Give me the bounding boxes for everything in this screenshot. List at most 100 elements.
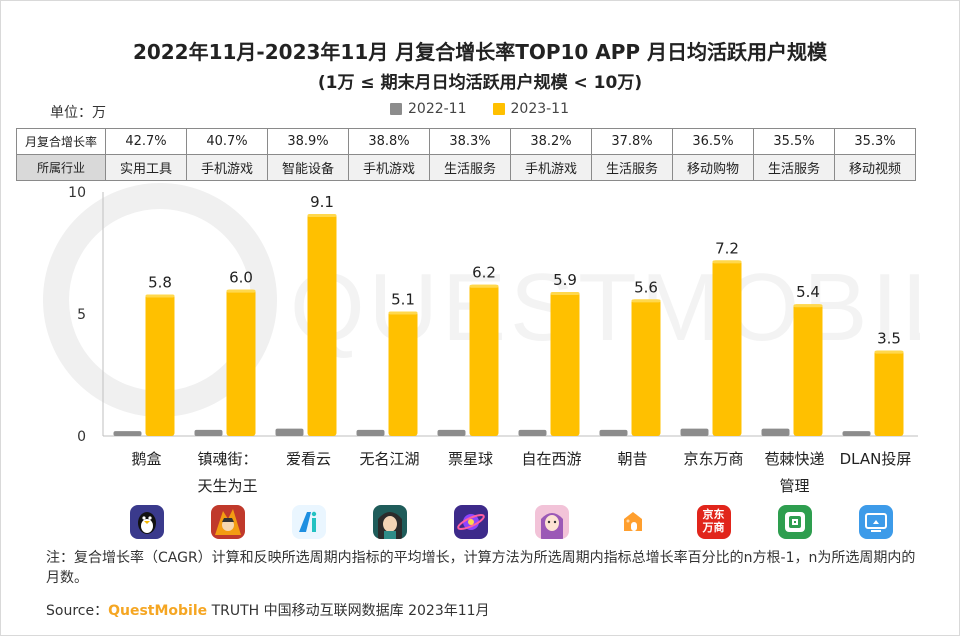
hero-icon	[210, 505, 245, 539]
legend-item-2022: 2022-11	[390, 101, 467, 117]
growth-rate-cell: 35.3%	[834, 128, 916, 155]
bar-2023	[793, 304, 823, 436]
x-category-line: DLAN投屏	[839, 450, 912, 468]
value-label: 5.6	[634, 278, 658, 296]
bar-2022	[599, 429, 628, 436]
growth-rate-header: 月复合增长率	[16, 128, 106, 155]
bar-2023	[550, 292, 580, 436]
growth-rate-cell: 37.8%	[591, 128, 673, 155]
x-category-line: 管理	[779, 477, 810, 495]
bar-2023	[631, 299, 661, 436]
planet-icon	[453, 505, 488, 539]
bar-2022	[194, 429, 223, 436]
value-label: 5.8	[148, 273, 172, 291]
unit-label: 单位：万	[50, 105, 106, 121]
penguin-icon	[129, 505, 164, 539]
growth-rate-cell: 40.7%	[186, 128, 268, 155]
value-label: 6.0	[229, 269, 253, 287]
industry-header: 所属行业	[16, 154, 106, 181]
y-tick-label: 0	[77, 429, 86, 445]
x-category-line: 无名江湖	[359, 450, 420, 468]
bar-2022	[680, 428, 709, 436]
bar-2023-highlight	[226, 289, 256, 293]
bar-2022	[275, 428, 304, 436]
growth-rate-cell: 36.5%	[672, 128, 754, 155]
bar-2023	[388, 311, 418, 436]
x-category-line: 朝昔	[617, 450, 648, 468]
source-brand: QuestMobile	[108, 603, 208, 619]
x-category-label: 票星球	[426, 446, 516, 473]
industry-cell: 手机游戏	[510, 154, 592, 181]
jd-icon-text: 京东 万商	[697, 508, 731, 534]
package-icon	[777, 505, 812, 539]
industry-cell: 生活服务	[429, 154, 511, 181]
x-category-line: 镇魂街：	[197, 450, 258, 468]
bar-2023-highlight	[145, 294, 175, 298]
value-label: 5.4	[796, 283, 820, 301]
x-category-label: 鹅盒	[102, 446, 192, 473]
bar-2023-highlight	[712, 260, 742, 264]
bar-2022	[356, 429, 385, 436]
bar-2023	[307, 213, 337, 436]
bar-2023-highlight	[550, 292, 580, 296]
chart-title: 2022年11月-2023年11月 月复合增长率TOP10 APP 月日均活跃用…	[132, 40, 828, 64]
value-label: 9.1	[310, 193, 334, 211]
x-category-label: 自在西游	[507, 446, 597, 473]
source-line: Source：QuestMobile TRUTH 中国移动互联网数据库 2023…	[46, 600, 490, 620]
industry-cell: 实用工具	[105, 154, 187, 181]
legend-label-2022: 2022-11	[408, 101, 467, 117]
girl-icon	[534, 505, 569, 539]
x-category-line: 苞棘快递	[764, 450, 825, 468]
value-label: 5.9	[553, 271, 577, 289]
industry-cell: 移动购物	[672, 154, 754, 181]
x-category-label: 苞棘快递 管理	[750, 446, 840, 500]
house-icon	[615, 505, 650, 539]
jd-icon-text-line: 万商	[702, 521, 725, 534]
bar-2023	[712, 260, 742, 436]
industry-cell: 移动视频	[834, 154, 916, 181]
legend-swatch-2022	[390, 103, 402, 115]
industry-cell: 手机游戏	[186, 154, 268, 181]
industry-cell: 手机游戏	[348, 154, 430, 181]
industry-row: 所属行业 实用工具 手机游戏 智能设备 手机游戏 生活服务 手机游戏 生活服务 …	[16, 154, 916, 181]
bar-2022	[437, 429, 466, 436]
footnote: 注：复合增长率（CAGR）计算和反映所选周期内指标的平均增长，计算方法为所选周期…	[46, 550, 916, 586]
x-category-line: 天生为王	[197, 477, 258, 495]
bar-2022	[518, 429, 547, 436]
bar-2023-highlight	[469, 284, 499, 288]
value-label: 6.2	[472, 264, 496, 282]
x-category-label: 无名江湖	[345, 446, 435, 473]
x-category-label: 爱看云	[264, 446, 354, 473]
x-category-line: 爱看云	[285, 450, 331, 468]
bar-2022	[113, 431, 142, 436]
bar-2023-highlight	[631, 299, 661, 303]
legend: 2022-11 2023-11	[390, 101, 595, 117]
ai-letter-icon	[291, 505, 326, 539]
x-category-line: 票星球	[447, 450, 493, 468]
bar-2023-highlight	[307, 213, 337, 217]
growth-rate-cell: 38.8%	[348, 128, 430, 155]
x-category-label: 京东万商	[669, 446, 759, 473]
industry-cell: 智能设备	[267, 154, 349, 181]
value-label: 7.2	[715, 239, 739, 257]
x-category-line: 京东万商	[683, 450, 744, 468]
growth-rate-cell: 42.7%	[105, 128, 187, 155]
info-table: 月复合增长率 42.7% 40.7% 38.9% 38.8% 38.3% 38.…	[16, 128, 916, 181]
y-tick-label: 5	[77, 307, 86, 323]
legend-swatch-2023	[492, 103, 505, 115]
bar-2023-highlight	[388, 311, 418, 315]
screen-icon	[858, 505, 893, 539]
source-prefix: Source：	[46, 603, 109, 619]
legend-label-2023: 2023-11	[510, 101, 570, 117]
bar-2023	[874, 350, 904, 436]
bar-2023	[226, 289, 256, 436]
bar-2022	[842, 431, 871, 436]
jd-icon: 京东 万商	[696, 505, 731, 539]
x-category-label: 朝昔	[588, 446, 678, 473]
bar-2023-highlight	[793, 304, 823, 308]
x-category-label: DLAN投屏	[831, 446, 921, 473]
bar-2023-highlight	[874, 350, 904, 354]
legend-item-2023: 2023-11	[492, 101, 570, 117]
bar-2023	[469, 284, 499, 436]
